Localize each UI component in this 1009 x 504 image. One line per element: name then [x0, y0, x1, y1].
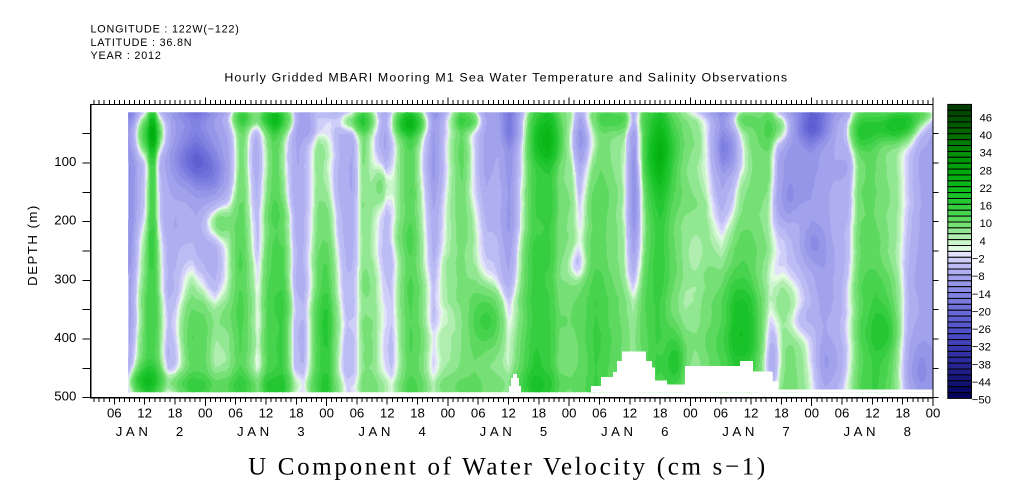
svg-text:18: 18	[774, 406, 789, 421]
svg-text:300: 300	[54, 271, 76, 286]
svg-text:12: 12	[380, 406, 395, 421]
svg-text:−38: −38	[972, 359, 991, 371]
svg-text:06: 06	[350, 406, 365, 421]
svg-text:00: 00	[926, 406, 941, 421]
svg-text:16: 16	[980, 201, 993, 213]
svg-text:Hourly Gridded MBARI Mooring M: Hourly Gridded MBARI Mooring M1 Sea Wate…	[224, 71, 788, 85]
svg-text:46: 46	[980, 112, 993, 124]
svg-text:JAN: JAN	[722, 424, 758, 439]
svg-text:00: 00	[683, 406, 698, 421]
svg-text:6: 6	[661, 424, 668, 439]
svg-text:00: 00	[198, 406, 213, 421]
svg-text:18: 18	[410, 406, 425, 421]
svg-text:40: 40	[980, 130, 993, 142]
svg-text:12: 12	[501, 406, 516, 421]
svg-text:00: 00	[562, 406, 577, 421]
svg-text:06: 06	[107, 406, 122, 421]
svg-text:200: 200	[54, 213, 76, 228]
svg-text:−20: −20	[972, 306, 991, 318]
svg-text:10: 10	[980, 218, 993, 230]
svg-text:U Component of Water Velocity: U Component of Water Velocity (cm s−1)	[248, 454, 768, 481]
svg-text:−32: −32	[972, 342, 991, 354]
svg-text:3: 3	[297, 424, 304, 439]
svg-text:LONGITUDE : 122W(−122): LONGITUDE : 122W(−122)	[91, 23, 240, 35]
svg-text:34: 34	[980, 148, 993, 160]
svg-text:06: 06	[592, 406, 607, 421]
svg-text:DEPTH (m): DEPTH (m)	[25, 204, 40, 286]
svg-text:18: 18	[895, 406, 910, 421]
svg-text:18: 18	[289, 406, 304, 421]
svg-text:18: 18	[168, 406, 183, 421]
svg-text:JAN: JAN	[601, 424, 637, 439]
svg-text:22: 22	[980, 183, 993, 195]
svg-text:12: 12	[744, 406, 759, 421]
svg-text:JAN: JAN	[843, 424, 879, 439]
svg-text:12: 12	[259, 406, 274, 421]
svg-text:06: 06	[228, 406, 243, 421]
svg-text:00: 00	[804, 406, 819, 421]
svg-text:18: 18	[531, 406, 546, 421]
svg-text:500: 500	[54, 389, 76, 404]
svg-text:18: 18	[653, 406, 668, 421]
svg-text:8: 8	[904, 424, 911, 439]
svg-text:4: 4	[980, 236, 986, 248]
svg-text:06: 06	[471, 406, 486, 421]
svg-text:400: 400	[54, 330, 76, 345]
svg-text:2: 2	[176, 424, 183, 439]
svg-text:−44: −44	[972, 377, 991, 389]
svg-text:100: 100	[54, 154, 76, 169]
svg-text:00: 00	[441, 406, 456, 421]
svg-text:−50: −50	[972, 395, 991, 407]
svg-text:JAN: JAN	[358, 424, 394, 439]
svg-text:12: 12	[865, 406, 880, 421]
svg-text:7: 7	[782, 424, 789, 439]
svg-text:4: 4	[419, 424, 426, 439]
svg-text:LATITUDE : 36.8N: LATITUDE : 36.8N	[91, 37, 193, 49]
svg-text:12: 12	[622, 406, 637, 421]
svg-text:JAN: JAN	[237, 424, 273, 439]
svg-text:−8: −8	[972, 271, 985, 283]
svg-text:−2: −2	[972, 254, 985, 266]
svg-text:06: 06	[713, 406, 728, 421]
svg-text:12: 12	[137, 406, 152, 421]
svg-text:YEAR : 2012: YEAR : 2012	[91, 50, 162, 62]
svg-text:JAN: JAN	[116, 424, 152, 439]
svg-text:−26: −26	[972, 324, 991, 336]
svg-text:28: 28	[980, 165, 993, 177]
svg-text:−14: −14	[972, 289, 991, 301]
svg-text:5: 5	[540, 424, 547, 439]
svg-text:00: 00	[319, 406, 334, 421]
svg-text:JAN: JAN	[480, 424, 516, 439]
svg-text:06: 06	[835, 406, 850, 421]
